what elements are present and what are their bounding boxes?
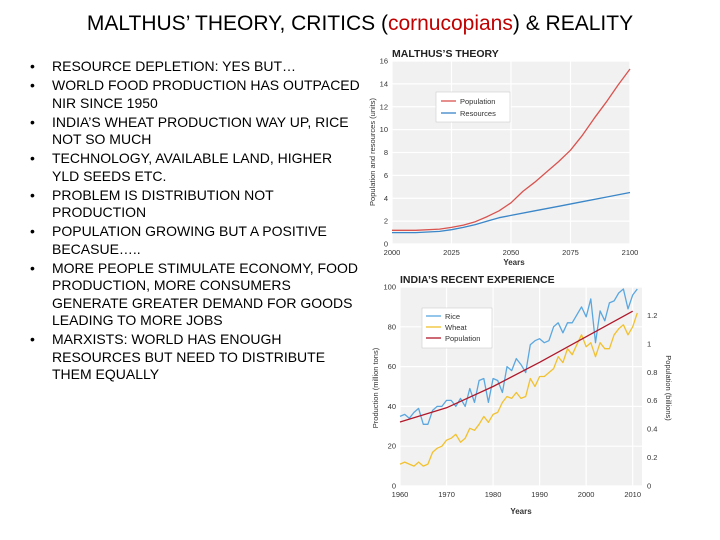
chart-title: MALTHUS’S THEORY — [392, 48, 499, 60]
y-axis-ticks: 0 2 4 6 8 10 12 14 16 — [380, 57, 388, 249]
bullet-dot: • — [30, 77, 35, 93]
title-part-2: ) & REALITY — [512, 12, 634, 35]
x-tick-label: 2075 — [562, 248, 579, 257]
bullet-item: • MARXISTS: WORLD HAS ENOUGH RESOURCES BU… — [30, 331, 360, 384]
legend-box — [435, 91, 511, 123]
x-tick-label: 1960 — [392, 490, 409, 499]
grid-lines — [391, 60, 631, 245]
x-tick-label: 1990 — [531, 490, 548, 499]
series-line-rice — [399, 288, 638, 425]
y2-axis-label: Population (billions) — [664, 355, 673, 421]
bullet-item: • RESOURCE DEPLETION: YES BUT… — [30, 58, 360, 76]
bullet-item: • POPULATION GROWING BUT A POSITIVE BECAS… — [30, 223, 360, 258]
y-tick-label: 12 — [380, 102, 388, 111]
legend-label-population: Population — [445, 334, 480, 343]
bullet-list: • RESOURCE DEPLETION: YES BUT… • WORLD FOO… — [30, 58, 360, 385]
bullet-item: • INDIA’S WHEAT PRODUCTION WAY UP, RICE N… — [30, 114, 360, 149]
bullet-text: PROBLEM IS DISTRIBUTION NOT PRODUCTION — [52, 186, 274, 221]
legend: Rice Wheat Population — [421, 307, 493, 349]
y-tick-label: 0 — [384, 240, 388, 249]
y-axis-label: Population and resources (units) — [368, 98, 377, 206]
bullet-dot: • — [30, 150, 35, 166]
y2-axis-ticks: 0 0.2 0.4 0.6 0.8 1 1.2 — [647, 311, 657, 491]
y2-tick-label: 0.6 — [647, 396, 657, 405]
bullet-text: MORE PEOPLE STIMULATE ECONOMY, FOOD PROD… — [52, 259, 358, 329]
bullet-item: • MORE PEOPLE STIMULATE ECONOMY, FOOD PRO… — [30, 260, 360, 330]
legend-label-rice: Rice — [445, 312, 460, 321]
bullet-dot: • — [30, 259, 35, 276]
y-axis-ticks: 0 20 40 60 80 100 — [383, 283, 396, 491]
y-tick-label: 0 — [392, 482, 396, 491]
series-line-population — [392, 68, 631, 231]
bullet-dot: • — [30, 331, 35, 347]
legend-label-resources: Resources — [460, 109, 496, 118]
y2-tick-label: 0.2 — [647, 453, 657, 462]
x-tick-label: 2050 — [503, 248, 520, 257]
bullet-dot: • — [30, 186, 35, 203]
legend: Population Resources — [435, 91, 511, 123]
y-tick-label: 6 — [384, 171, 388, 180]
bullet-text: WORLD FOOD PRODUCTION HAS OUTPACED NIR S… — [52, 77, 360, 111]
y-tick-label: 2 — [384, 217, 388, 226]
bullet-text: TECHNOLOGY, AVAILABLE LAND, HIGHER YLD S… — [52, 150, 333, 184]
x-tick-label: 2000 — [384, 248, 401, 257]
y-tick-label: 60 — [388, 362, 396, 371]
x-axis-ticks: 2000 2025 2050 2075 2100 — [384, 248, 639, 257]
legend-label-wheat: Wheat — [445, 323, 468, 332]
x-tick-label: 2000 — [578, 490, 595, 499]
x-axis-label: Years — [510, 507, 532, 516]
x-tick-label: 2100 — [622, 248, 639, 257]
chart-title: INDIA’S RECENT EXPERIENCE — [400, 274, 555, 286]
y2-tick-label: 1.2 — [647, 311, 657, 320]
bullet-item: • PROBLEM IS DISTRIBUTION NOT PRODUCTION — [30, 187, 360, 222]
legend-label-population: Population — [460, 97, 495, 106]
y2-tick-label: 0.4 — [647, 425, 657, 434]
bullet-dot: • — [30, 223, 35, 239]
y-tick-label: 8 — [384, 148, 388, 157]
series-lines — [392, 68, 631, 234]
y2-tick-label: 0 — [647, 482, 651, 491]
series-lines — [399, 288, 638, 467]
y-tick-label: 10 — [380, 125, 388, 134]
bullet-dot: • — [30, 58, 35, 74]
bullet-text: MARXISTS: WORLD HAS ENOUGH RESOURCES BUT… — [52, 331, 326, 382]
series-line-population — [399, 310, 634, 423]
y-tick-label: 100 — [383, 283, 396, 292]
series-line-wheat — [399, 312, 638, 467]
x-axis-ticks: 1960 1970 1980 1990 2000 2010 — [392, 490, 641, 499]
bullet-text: POPULATION GROWING BUT A POSITIVE BECASU… — [52, 223, 327, 257]
y-tick-label: 20 — [388, 442, 396, 451]
series-line-resources — [392, 191, 631, 234]
slide-title: MALTHUS’ THEORY, CRITICS (cornucopians) … — [0, 12, 720, 36]
title-part-1: MALTHUS’ THEORY, CRITICS ( — [86, 12, 388, 35]
x-tick-label: 2010 — [624, 490, 641, 499]
x-tick-label: 2025 — [443, 248, 460, 257]
bullet-dot: • — [30, 113, 35, 130]
y-tick-label: 4 — [384, 194, 388, 203]
bullet-item: • WORLD FOOD PRODUCTION HAS OUTPACED NIR … — [30, 77, 360, 112]
y-tick-label: 16 — [380, 57, 388, 66]
bullet-item: • TECHNOLOGY, AVAILABLE LAND, HIGHER YLD … — [30, 150, 360, 185]
x-tick-label: 1970 — [438, 490, 455, 499]
y2-tick-label: 0.8 — [647, 368, 657, 377]
y2-tick-label: 1 — [647, 339, 651, 348]
y-tick-label: 40 — [388, 402, 396, 411]
x-axis-label: Years — [503, 258, 525, 266]
india-chart: INDIA’S RECENT EXPERIENCE 0 20 40 60 80 100 0… — [366, 270, 676, 520]
bullet-text: INDIA’S WHEAT PRODUCTION WAY UP, RICE NO… — [52, 113, 349, 148]
x-tick-label: 1980 — [485, 490, 502, 499]
y-tick-label: 14 — [380, 79, 388, 88]
y-tick-label: 80 — [388, 322, 396, 331]
legend-box — [421, 307, 493, 349]
y-axis-label: Production (million tons) — [371, 347, 380, 428]
bullet-text: RESOURCE DEPLETION: YES BUT… — [52, 58, 297, 74]
title-accent-word: cornucopians — [387, 12, 513, 35]
grid-lines — [399, 286, 642, 487]
